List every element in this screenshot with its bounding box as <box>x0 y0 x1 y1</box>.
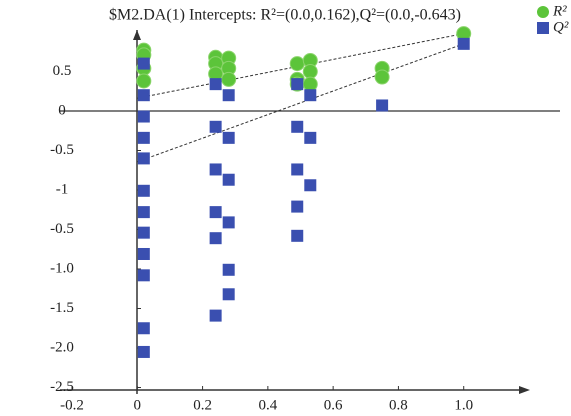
q2-point <box>137 206 150 219</box>
q2-point <box>209 206 222 219</box>
q2-point <box>209 309 222 322</box>
q2-point <box>304 131 317 144</box>
q2-point <box>222 263 235 276</box>
q2-point <box>457 37 470 50</box>
r2-point <box>289 56 305 72</box>
q2-point <box>137 269 150 282</box>
q2-point <box>222 173 235 186</box>
q2-point <box>137 131 150 144</box>
q2-point <box>137 89 150 102</box>
q2-point <box>304 179 317 192</box>
q2-point <box>137 110 150 123</box>
r2-point <box>374 69 390 85</box>
q2-point <box>137 345 150 358</box>
q2-point <box>222 288 235 301</box>
q2-point <box>137 152 150 165</box>
q2-point <box>291 78 304 91</box>
y-tick-label: -0.5 <box>50 142 74 158</box>
q2-point <box>222 216 235 229</box>
regression-line <box>137 43 464 163</box>
q2-point <box>137 247 150 260</box>
x-tick-label: 0 <box>134 397 142 413</box>
y-tick-label: -2.5 <box>50 379 74 395</box>
legend-label: Q² <box>553 19 569 35</box>
y-tick-label: -0.5 <box>50 221 74 237</box>
y-tick-label: -1.5 <box>50 300 74 316</box>
q2-point <box>222 131 235 144</box>
y-tick-label: 0.5 <box>53 63 72 79</box>
legend-label: R² <box>552 3 567 19</box>
x-tick-label: 0.8 <box>389 397 408 413</box>
y-tick-label: -1 <box>56 181 69 197</box>
q2-point <box>209 120 222 133</box>
q2-point <box>291 120 304 133</box>
y-tick-label: -2.0 <box>50 339 74 355</box>
q2-point <box>209 78 222 91</box>
q2-point <box>209 232 222 245</box>
x-tick-label: 0.2 <box>193 397 212 413</box>
r2-point <box>136 73 152 89</box>
q2-point <box>137 57 150 70</box>
q2-point <box>137 226 150 239</box>
chart-title: $M2.DA(1) Intercepts: R²=(0.0,0.162),Q²=… <box>109 7 461 24</box>
x-tick-label: 0.6 <box>324 397 343 413</box>
q2-point <box>304 89 317 102</box>
q2-point <box>291 163 304 176</box>
x-tick-label: 1.0 <box>454 397 473 413</box>
legend-marker <box>537 6 549 18</box>
y-tick-label: -1.0 <box>50 260 74 276</box>
x-tick-label: 0.4 <box>258 397 277 413</box>
q2-point <box>291 229 304 242</box>
x-axis-arrow <box>519 386 530 394</box>
q2-point <box>291 200 304 213</box>
x-tick-label: -0.2 <box>60 397 84 413</box>
r2-point <box>221 71 237 87</box>
y-tick-label: 0 <box>58 102 66 118</box>
legend-marker <box>537 22 549 34</box>
r2-point <box>302 64 318 79</box>
q2-point <box>222 89 235 102</box>
y-axis-arrow <box>133 30 141 40</box>
q2-point <box>137 322 150 335</box>
q2-point <box>376 99 389 112</box>
r2-point <box>302 76 318 92</box>
q2-point <box>209 163 222 176</box>
q2-point <box>137 184 150 197</box>
